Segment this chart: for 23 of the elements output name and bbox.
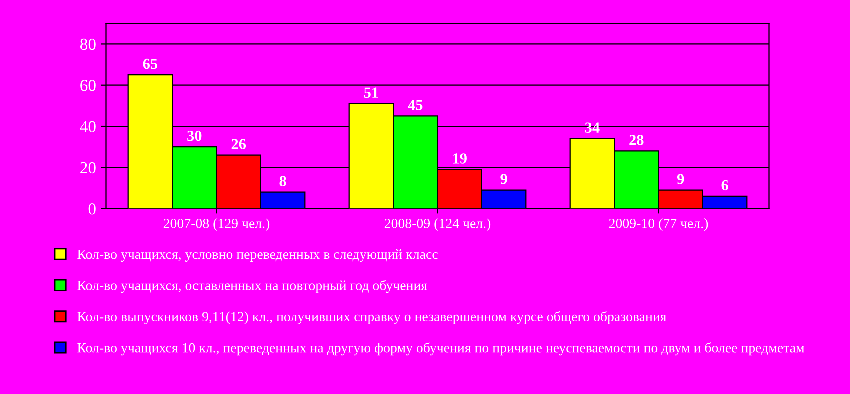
data-label: 19 [453,154,467,164]
data-label: 45 [408,100,423,110]
data-label: 26 [232,139,246,150]
y-tick-label: 80 [80,38,96,50]
y-tick-label: 0 [88,204,96,215]
data-label: 6 [722,180,728,191]
legend-label: Кол-во выпускников 9,11(12) кл., получивших справку о незавершенном курсе общего образования [78,311,666,324]
legend-label: Кол-во учащихся, условно переведенных в следующий класс [78,250,438,262]
x-tick-label: 2009-10 (77 чел.) [609,218,708,232]
data-label: 30 [188,130,202,142]
y-tick-label: 60 [80,80,96,92]
data-label: 9 [677,174,684,184]
legend-label: Кол-во учащихся 10 кл., переведенных на другую форму обучения по причине неуспеваемости по двум и более предметам [78,342,804,356]
y-tick-label: 40 [80,121,96,132]
y-tick-label: 20 [80,162,96,174]
data-label: 65 [143,58,158,70]
data-label: 28 [630,135,644,146]
data-label: 9 [500,174,508,184]
x-tick-label: 2007-08 (129 чел.) [164,218,270,232]
x-tick-label: 2008-09 (124 чел.) [384,218,491,232]
data-label: 51 [364,88,378,98]
legend-label: Кол-во учащихся, оставленных на повторный год обучения [78,280,428,294]
data-label: 8 [280,176,286,186]
